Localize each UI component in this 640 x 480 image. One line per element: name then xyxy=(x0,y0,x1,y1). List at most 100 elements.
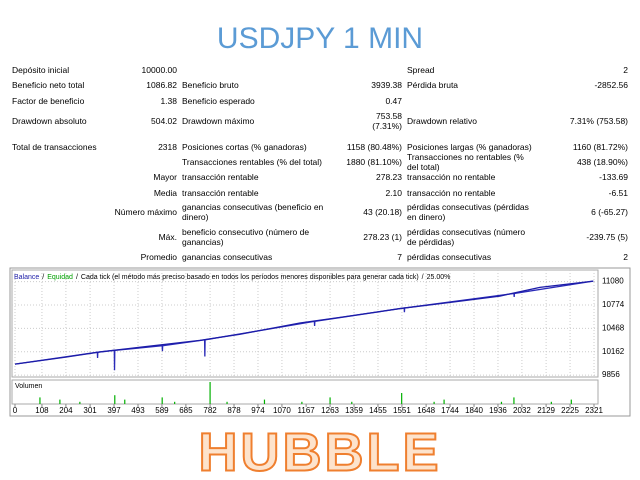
stat-label: Posiciones cortas (% ganadoras) xyxy=(182,142,307,153)
x-tick-label: 2321 xyxy=(585,406,603,415)
legend-note: Cada tick (el método más preciso basado … xyxy=(81,274,419,281)
stat-value: 2318 xyxy=(158,142,177,153)
x-tick-label: 2129 xyxy=(537,406,555,415)
stat-value: 1160 (81.72%) xyxy=(572,142,628,153)
stat-value: 1.38 xyxy=(160,96,177,107)
stat-value: 2 xyxy=(623,252,628,263)
stat-label: Beneficio esperado xyxy=(182,96,255,107)
x-tick-label: 493 xyxy=(131,406,145,415)
stat-value: 1880 (81.10%) xyxy=(346,157,402,168)
stat-value: 1158 (80.48%) xyxy=(346,142,402,153)
x-tick-label: 1936 xyxy=(489,406,507,415)
stat-value: 2.10 xyxy=(385,188,402,199)
y-tick-label: 9856 xyxy=(602,370,620,379)
stat-label: Máx. xyxy=(158,232,177,243)
stat-value: 10000.00 xyxy=(141,65,177,76)
stat-label: pérdidas consecutivas (pérdidas en diner… xyxy=(407,202,529,222)
stat-value: 6 (-65.27) xyxy=(591,207,628,218)
legend-entry: Equidad xyxy=(47,274,73,281)
stat-label: Beneficio bruto xyxy=(182,80,239,91)
x-tick-label: 1455 xyxy=(369,406,387,415)
stat-label: transacción rentable xyxy=(182,172,259,183)
stat-label: Transacciones rentables (% del total) xyxy=(182,157,323,168)
x-tick-label: 685 xyxy=(179,406,193,415)
y-tick-label: 11080 xyxy=(602,277,624,286)
stat-value: 278.23 xyxy=(376,172,402,183)
stat-label: Factor de beneficio xyxy=(12,96,85,107)
stat-label: Drawdown relativo xyxy=(407,116,477,127)
stat-label: transacción no rentable xyxy=(407,188,496,199)
stat-label: beneficio consecutivo (número de gananci… xyxy=(182,227,310,247)
stat-value: 753.58 (7.31%) xyxy=(372,111,402,131)
x-tick-label: 782 xyxy=(203,406,217,415)
x-tick-label: 2225 xyxy=(561,406,579,415)
x-tick-label: 301 xyxy=(83,406,97,415)
stat-label: Número máximo xyxy=(114,207,177,218)
y-tick-label: 10774 xyxy=(602,300,625,309)
stat-label: ganancias consecutivas xyxy=(182,252,273,263)
stat-label: Media xyxy=(153,188,177,199)
stat-label: Total de transacciones xyxy=(12,142,97,153)
legend-entry: Balance xyxy=(14,274,39,281)
y-tick-label: 10468 xyxy=(602,323,625,332)
stat-value: -239.75 (5) xyxy=(586,232,628,243)
stat-label: Drawdown absoluto xyxy=(12,116,87,127)
stat-value: 278.23 (1) xyxy=(363,232,402,243)
x-tick-label: 397 xyxy=(107,406,121,415)
legend-separator: / xyxy=(422,274,424,281)
stat-label: Depósito inicial xyxy=(12,65,70,76)
x-tick-label: 1744 xyxy=(441,406,459,415)
legend-separator: / xyxy=(42,274,44,281)
stat-value: -6.51 xyxy=(608,188,628,199)
stat-value: 504.02 xyxy=(151,116,177,127)
stat-value: 7 xyxy=(397,252,402,263)
stat-value: 7.31% (753.58) xyxy=(569,116,628,127)
stat-label: Pérdida bruta xyxy=(407,80,459,91)
stat-value: 1086.82 xyxy=(146,80,177,91)
stat-label: pérdidas consecutivas (número de pérdida… xyxy=(407,227,526,247)
x-tick-label: 2032 xyxy=(513,406,531,415)
stat-value: -2852.56 xyxy=(594,80,628,91)
x-tick-label: 1359 xyxy=(345,406,363,415)
x-tick-label: 1263 xyxy=(321,406,339,415)
y-tick-label: 10162 xyxy=(602,347,625,356)
x-tick-label: 974 xyxy=(251,406,265,415)
stat-label: pérdidas consecutivas xyxy=(407,252,492,263)
stat-label: ganancias consecutivas (beneficio en din… xyxy=(182,202,324,222)
stat-value: 3939.38 xyxy=(371,80,402,91)
stat-value: 438 (18.90%) xyxy=(576,157,628,168)
series-line xyxy=(14,280,594,365)
x-tick-label: 1167 xyxy=(298,406,316,415)
x-tick-label: 1648 xyxy=(417,406,435,415)
stat-label: Posiciones largas (% ganadoras) xyxy=(407,142,532,153)
report-title: USDJPY 1 MIN xyxy=(217,22,423,55)
stat-value: 0.47 xyxy=(385,96,402,107)
stat-value: 43 (20.18) xyxy=(363,207,402,218)
stat-label: Spread xyxy=(407,65,435,76)
x-tick-label: 1840 xyxy=(465,406,483,415)
stat-label: Mayor xyxy=(153,172,177,183)
legend-percent: 25.00% xyxy=(427,274,451,281)
volume-label: Volumen xyxy=(15,383,42,390)
stat-label: Transacciones no rentables (% del total) xyxy=(407,152,524,172)
legend-separator: / xyxy=(76,274,78,281)
stat-label: Promedio xyxy=(140,252,177,263)
x-tick-label: 1551 xyxy=(393,406,411,415)
stat-value: 2 xyxy=(623,65,628,76)
brand-logo: HUBBLE xyxy=(199,422,442,480)
stat-label: transacción no rentable xyxy=(407,172,496,183)
stat-label: Beneficio neto total xyxy=(12,80,85,91)
stat-value: -133.69 xyxy=(599,172,628,183)
stat-label: Drawdown máximo xyxy=(182,116,255,127)
x-tick-label: 1070 xyxy=(273,406,291,415)
x-tick-label: 589 xyxy=(155,406,169,415)
x-tick-label: 204 xyxy=(59,406,73,415)
x-tick-label: 108 xyxy=(35,406,49,415)
stat-label: transacción rentable xyxy=(182,188,259,199)
x-tick-label: 878 xyxy=(227,406,241,415)
legend: Balance / Equidad / Cada tick (el método más… xyxy=(14,274,450,281)
x-tick-label: 0 xyxy=(13,406,18,415)
volume-area xyxy=(11,379,599,405)
